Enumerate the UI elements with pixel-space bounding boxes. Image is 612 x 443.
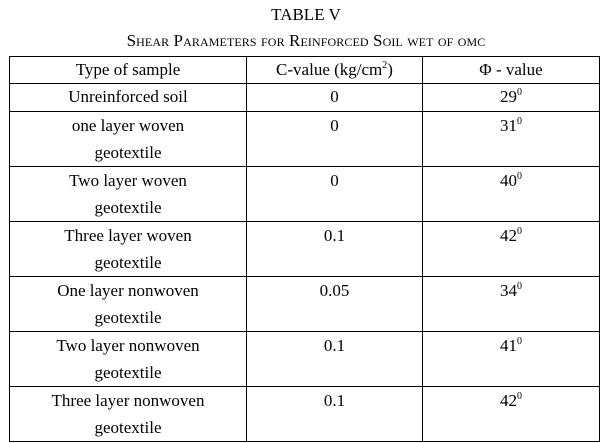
sample-line-1: one layer woven <box>71 116 185 135</box>
cell-c-value: 0 <box>246 111 423 167</box>
sample-line-1: Two layer nonwoven <box>56 336 200 355</box>
phi-superscript: 0 <box>517 281 522 292</box>
sample-line-1: Three layer nonwoven <box>51 391 205 410</box>
sample-line-1: Three layer woven <box>64 226 192 245</box>
sample-line-2: geotextile <box>94 253 162 272</box>
cell-phi-value: 310 <box>422 111 600 167</box>
cell-c-value: 0.1 <box>246 221 423 277</box>
cell-c-value: 0 <box>246 166 423 222</box>
cell-sample: Two layer woven geotextile <box>9 166 247 222</box>
table-row: Two layer woven geotextile 0 400 <box>9 166 600 222</box>
cell-phi-value: 420 <box>422 386 600 442</box>
table-row: One layer nonwoven geotextile 0.05 340 <box>9 276 600 332</box>
table-row: Unreinforced soil 0 290 <box>9 83 600 112</box>
header-row: Type of sample C-value (kg/cm2) Φ - valu… <box>9 56 600 84</box>
phi-superscript: 0 <box>517 226 522 237</box>
phi-superscript: 0 <box>517 171 522 182</box>
sample-line-1: One layer nonwoven <box>57 281 199 300</box>
cell-phi-value: 340 <box>422 276 600 332</box>
phi-number: 40 <box>500 171 517 190</box>
header-c-value-superscript: 2 <box>382 60 388 71</box>
header-c-value-suffix: ) <box>387 60 393 79</box>
cell-c-value: 0.1 <box>246 331 423 387</box>
sample-line-2: geotextile <box>94 143 162 162</box>
cell-phi-value: 420 <box>422 221 600 277</box>
header-c-value: C-value (kg/cm2) <box>246 56 423 84</box>
cell-sample: one layer woven geotextile <box>9 111 247 167</box>
phi-number: 42 <box>500 391 517 410</box>
cell-sample: Three layer woven geotextile <box>9 221 247 277</box>
cell-c-value: 0 <box>246 83 423 112</box>
sample-line-2: geotextile <box>94 363 162 382</box>
table-row: one layer woven geotextile 0 310 <box>9 111 600 167</box>
phi-number: 34 <box>500 281 517 300</box>
table-row: Two layer nonwoven geotextile 0.1 410 <box>9 331 600 387</box>
sample-line-2: geotextile <box>94 308 162 327</box>
cell-c-value: 0.1 <box>246 386 423 442</box>
phi-superscript: 0 <box>517 391 522 402</box>
sample-line-1: Two layer woven <box>69 171 187 190</box>
sample-line-1: Unreinforced soil <box>68 87 188 106</box>
cell-c-value: 0.05 <box>246 276 423 332</box>
table-title: TABLE V <box>271 5 341 24</box>
phi-superscript: 0 <box>517 116 522 127</box>
table-row: Three layer nonwoven geotextile 0.1 420 <box>9 386 600 442</box>
cell-phi-value: 400 <box>422 166 600 222</box>
cell-sample: Unreinforced soil <box>9 83 247 112</box>
sample-line-2: geotextile <box>94 198 162 217</box>
cell-phi-value: 410 <box>422 331 600 387</box>
phi-number: 31 <box>500 116 517 135</box>
cell-sample: Two layer nonwoven geotextile <box>9 331 247 387</box>
phi-number: 29 <box>500 87 517 106</box>
shear-parameters-table: Type of sample C-value (kg/cm2) Φ - valu… <box>9 56 600 442</box>
cell-sample: Three layer nonwoven geotextile <box>9 386 247 442</box>
phi-number: 42 <box>500 226 517 245</box>
phi-superscript: 0 <box>517 87 522 98</box>
phi-number: 41 <box>500 336 517 355</box>
header-phi-value: Φ - value <box>422 56 600 84</box>
table-caption: Shear Parameters for Reinforced Soil wet… <box>126 31 486 50</box>
header-c-value-prefix: C-value (kg/cm <box>276 60 383 79</box>
phi-superscript: 0 <box>517 336 522 347</box>
header-type-of-sample: Type of sample <box>9 56 247 84</box>
cell-sample: One layer nonwoven geotextile <box>9 276 247 332</box>
cell-phi-value: 290 <box>422 83 600 112</box>
table-row: Three layer woven geotextile 0.1 420 <box>9 221 600 277</box>
sample-line-2: geotextile <box>94 418 162 437</box>
